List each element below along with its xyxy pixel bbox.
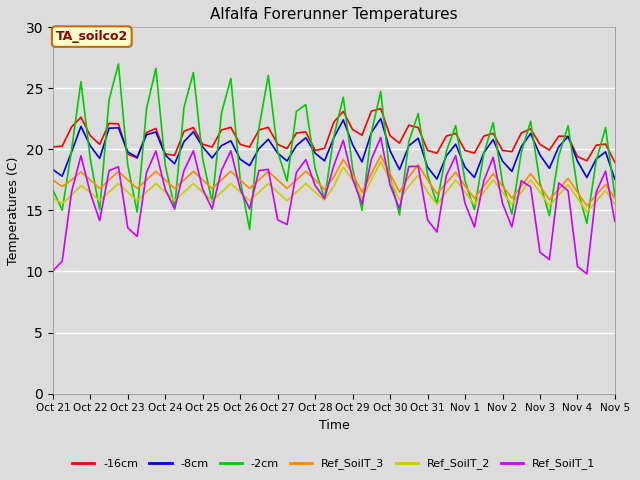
Title: Alfalfa Forerunner Temperatures: Alfalfa Forerunner Temperatures: [210, 7, 458, 22]
Text: TA_soilco2: TA_soilco2: [56, 30, 128, 43]
X-axis label: Time: Time: [319, 419, 349, 432]
Legend: -16cm, -8cm, -2cm, Ref_SoilT_3, Ref_SoilT_2, Ref_SoilT_1: -16cm, -8cm, -2cm, Ref_SoilT_3, Ref_Soil…: [68, 454, 600, 474]
Y-axis label: Temperatures (C): Temperatures (C): [7, 156, 20, 264]
